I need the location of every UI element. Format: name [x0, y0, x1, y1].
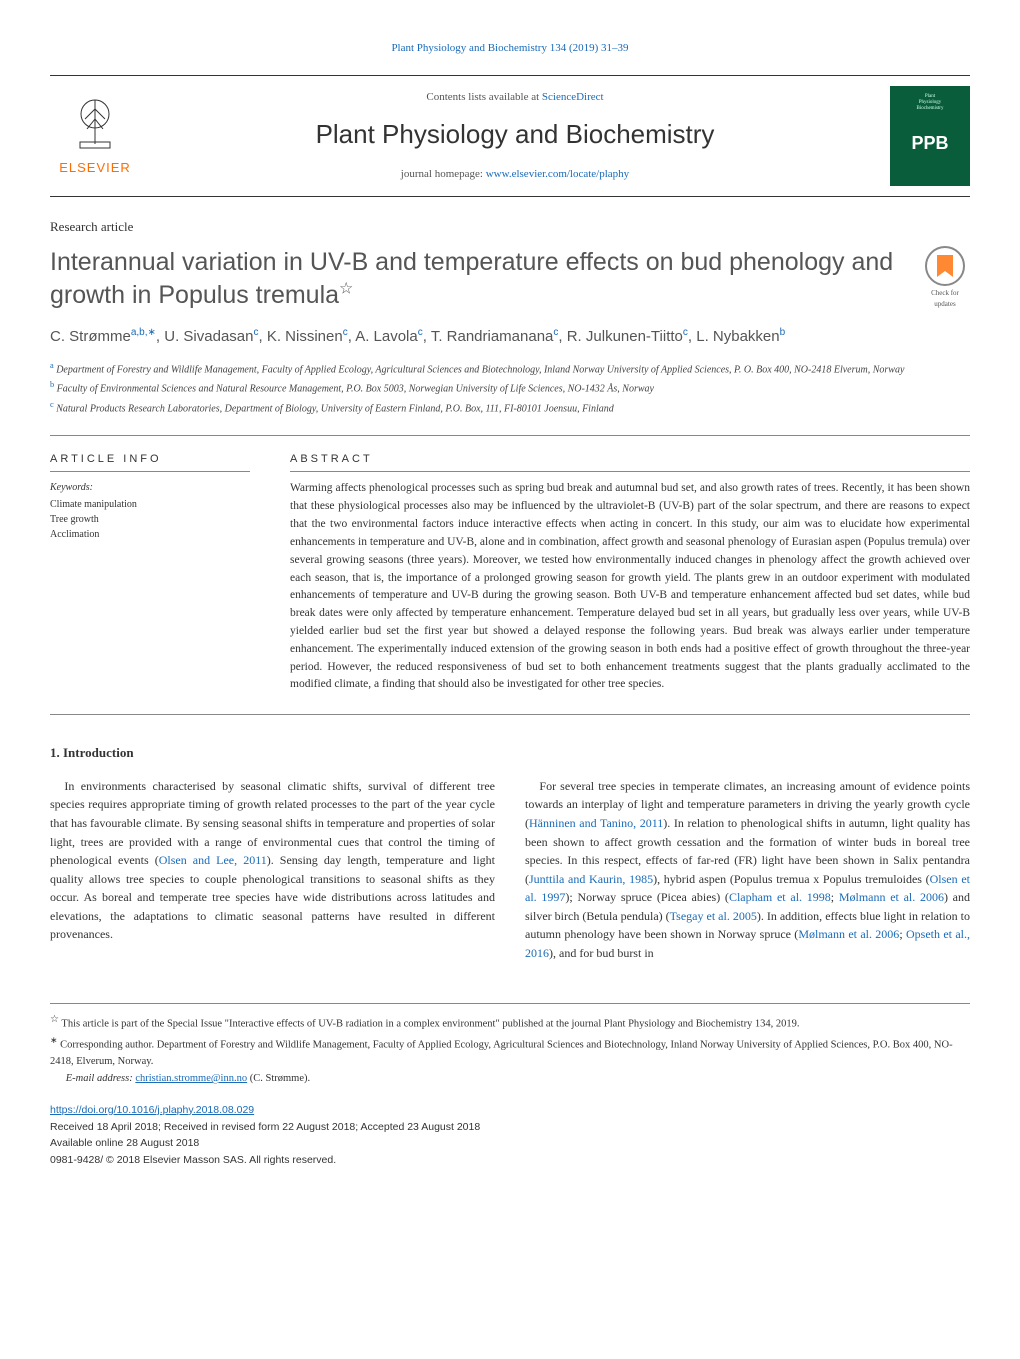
abstract-heading: ABSTRACT [290, 451, 970, 473]
author-2: , U. Sivadasan [156, 328, 254, 345]
footnote-email: E-mail address: christian.stromme@inn.no… [50, 1071, 970, 1088]
doi-block: https://doi.org/10.1016/j.plaphy.2018.08… [50, 1102, 970, 1169]
affiliation-c: c Natural Products Research Laboratories… [50, 398, 970, 417]
footnote-star-text: This article is part of the Special Issu… [59, 1018, 800, 1029]
title-text: Interannual variation in UV-B and temper… [50, 248, 893, 309]
footnote-corresponding: ∗ Corresponding author. Department of Fo… [50, 1033, 970, 1071]
journal-header: ELSEVIER Contents lists available at Sci… [50, 75, 970, 197]
body-text-2d: ); Norway spruce (Picea abies) ( [565, 890, 729, 904]
available-date: Available online 28 August 2018 [50, 1135, 970, 1152]
author-7-affil[interactable]: b [780, 327, 786, 338]
affiliations: a Department of Forestry and Wildlife Ma… [50, 359, 970, 417]
info-abstract-row: ARTICLE INFO Keywords: Climate manipulat… [50, 448, 970, 694]
body-column-right: For several tree species in temperate cl… [525, 777, 970, 963]
journal-citation-link[interactable]: Plant Physiology and Biochemistry 134 (2… [50, 40, 970, 57]
header-center: Contents lists available at ScienceDirec… [160, 89, 870, 183]
abstract-column: ABSTRACT Warming affects phenological pr… [290, 448, 970, 694]
bookmark-icon [934, 253, 956, 279]
keywords-list: Climate manipulation Tree growth Acclima… [50, 497, 250, 542]
title-row: Interannual variation in UV-B and temper… [50, 246, 970, 311]
body-text-2e: ; [831, 890, 839, 904]
badge-circle [925, 246, 965, 286]
author-1-affil[interactable]: a,b, [131, 327, 148, 338]
abstract-text: Warming affects phenological processes s… [290, 480, 970, 694]
affiliation-b: b Faculty of Environmental Sciences and … [50, 378, 970, 397]
elsevier-logo[interactable]: ELSEVIER [50, 94, 140, 178]
homepage-prefix: journal homepage: [401, 168, 486, 180]
intro-heading: 1. Introduction [50, 743, 970, 763]
ref-hanninen[interactable]: Hänninen and Tanino, 2011 [529, 816, 663, 830]
author-4: , A. Lavola [348, 328, 418, 345]
body-text-2i: ), and for bud burst in [549, 946, 654, 960]
ref-clapham[interactable]: Clapham et al. 1998 [729, 890, 831, 904]
author-7: , L. Nybakken [688, 328, 780, 345]
cover-ppb-label: PPB [911, 130, 948, 157]
copyright-line: 0981-9428/ © 2018 Elsevier Masson SAS. A… [50, 1152, 970, 1169]
email-label: E-mail address: [66, 1073, 136, 1084]
author-1-corr[interactable]: ∗ [148, 327, 156, 338]
journal-title: Plant Physiology and Biochemistry [160, 115, 870, 154]
article-info-heading: ARTICLE INFO [50, 451, 250, 473]
body-columns: In environments characterised by seasona… [50, 777, 970, 963]
sciencedirect-link[interactable]: ScienceDirect [542, 91, 604, 103]
body-text-2h: ; [899, 927, 906, 941]
footnote-star-mark: ☆ [50, 1014, 59, 1025]
author-3: , K. Nissinen [258, 328, 342, 345]
footnote-corr-mark: ∗ [50, 1035, 58, 1045]
divider [50, 435, 970, 436]
email-suffix: (C. Strømme). [247, 1073, 310, 1084]
author-5: , T. Randriamanana [423, 328, 554, 345]
elsevier-label: ELSEVIER [59, 158, 131, 178]
ref-molmann-2[interactable]: Mølmann et al. 2006 [798, 927, 899, 941]
footnote-corr-text: Corresponding author. Department of Fore… [50, 1039, 953, 1067]
received-dates: Received 18 April 2018; Received in revi… [50, 1119, 970, 1136]
author-1: C. Strømme [50, 328, 131, 345]
contents-prefix: Contents lists available at [426, 91, 541, 103]
ref-tsegay[interactable]: Tsegay et al. 2005 [670, 909, 757, 923]
article-type: Research article [50, 217, 970, 237]
body-column-left: In environments characterised by seasona… [50, 777, 495, 963]
ref-junttila[interactable]: Junttila and Kaurin, 1985 [529, 872, 653, 886]
badge-text: Check for updates [920, 288, 970, 309]
article-title: Interannual variation in UV-B and temper… [50, 246, 900, 311]
keywords-label: Keywords: [50, 480, 250, 495]
cover-subtitle: PlantPhysiologyBiochemistry [917, 94, 944, 112]
elsevier-tree-icon [65, 94, 125, 154]
footnote-star: ☆ This article is part of the Special Is… [50, 1012, 970, 1033]
journal-cover-thumbnail[interactable]: PlantPhysiologyBiochemistry PPB [890, 86, 970, 186]
body-text-2c: ), hybrid aspen (Populus tremua x Populu… [653, 872, 930, 886]
ref-molmann-1[interactable]: Mølmann et al. 2006 [839, 890, 944, 904]
title-footnote-star: ☆ [339, 280, 353, 297]
ref-olsen-lee[interactable]: Olsen and Lee, 2011 [159, 853, 267, 867]
contents-line: Contents lists available at ScienceDirec… [160, 89, 870, 106]
divider-2 [50, 714, 970, 715]
footnotes: ☆ This article is part of the Special Is… [50, 1003, 970, 1088]
author-6: , R. Julkunen-Tiitto [558, 328, 683, 345]
homepage-link[interactable]: www.elsevier.com/locate/plaphy [486, 168, 629, 180]
email-link[interactable]: christian.stromme@inn.no [135, 1073, 247, 1084]
homepage-line: journal homepage: www.elsevier.com/locat… [160, 166, 870, 183]
doi-link[interactable]: https://doi.org/10.1016/j.plaphy.2018.08… [50, 1104, 254, 1116]
affiliation-a: a Department of Forestry and Wildlife Ma… [50, 359, 970, 378]
check-updates-badge[interactable]: Check for updates [920, 246, 970, 309]
article-info-column: ARTICLE INFO Keywords: Climate manipulat… [50, 448, 250, 694]
authors-list: C. Strømmea,b,∗, U. Sivadasanc, K. Nissi… [50, 325, 970, 349]
